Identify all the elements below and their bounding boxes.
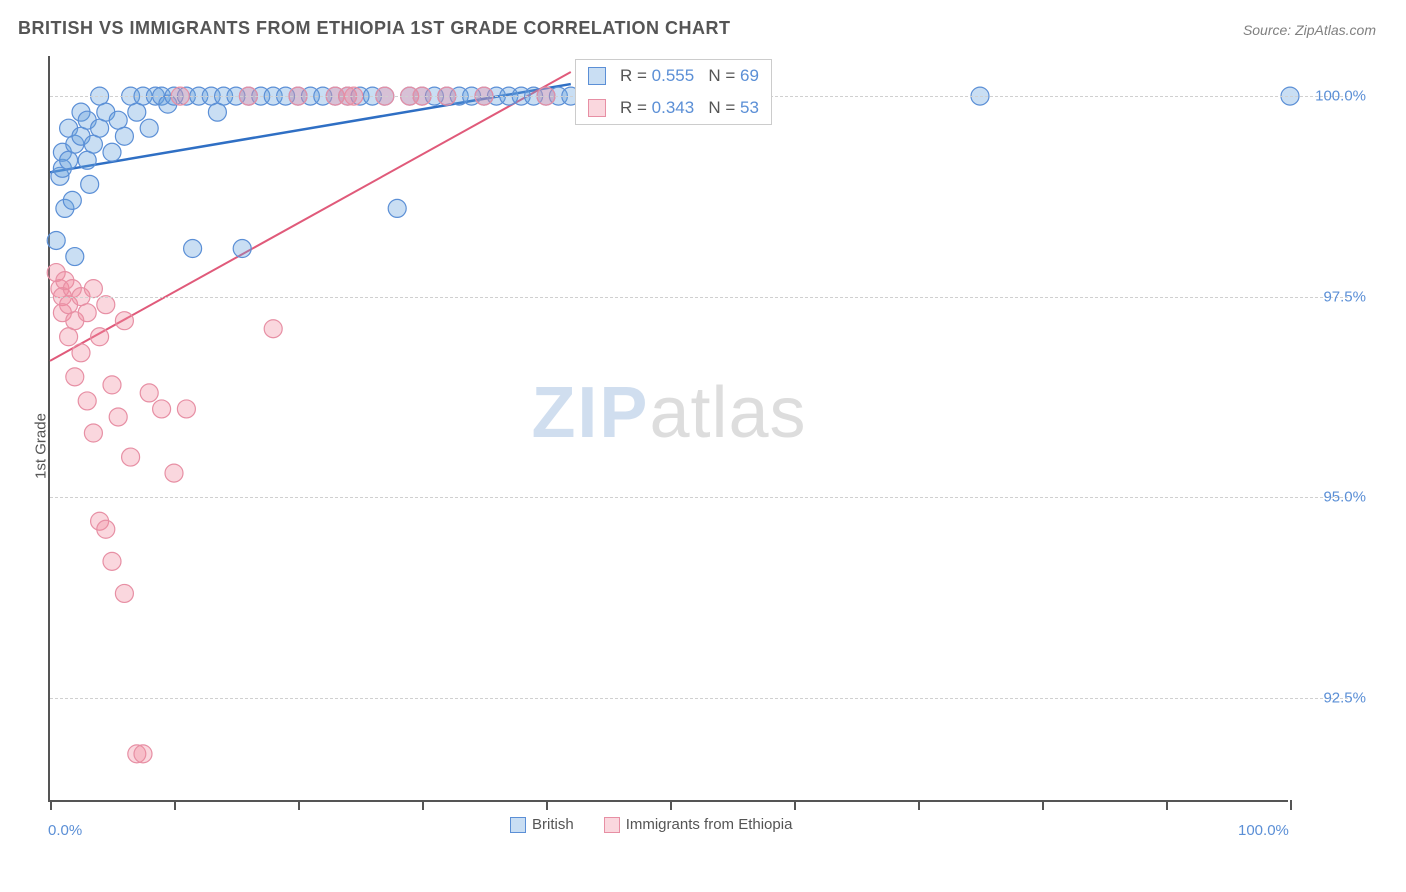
data-point xyxy=(165,464,183,482)
legend-swatch xyxy=(510,817,526,833)
data-point xyxy=(140,384,158,402)
x-axis-min-label: 0.0% xyxy=(48,822,82,839)
source-credit: Source: ZipAtlas.com xyxy=(1243,22,1376,38)
data-point xyxy=(97,520,115,538)
data-point xyxy=(60,328,78,346)
data-point xyxy=(66,248,84,266)
x-tick xyxy=(1042,800,1044,810)
data-point xyxy=(140,119,158,137)
data-point xyxy=(115,584,133,602)
data-point xyxy=(60,151,78,169)
data-point xyxy=(84,280,102,298)
data-point xyxy=(103,552,121,570)
data-point xyxy=(84,424,102,442)
data-point xyxy=(115,312,133,330)
stats-swatch xyxy=(588,67,606,85)
gridline xyxy=(50,297,1348,298)
data-point xyxy=(122,448,140,466)
x-tick xyxy=(174,800,176,810)
y-tick-label: 100.0% xyxy=(1315,88,1366,105)
x-tick xyxy=(670,800,672,810)
data-point xyxy=(103,143,121,161)
data-point xyxy=(134,745,152,763)
x-tick xyxy=(298,800,300,810)
legend: British Immigrants from Ethiopia xyxy=(510,816,792,833)
x-tick xyxy=(794,800,796,810)
data-point xyxy=(109,111,127,129)
data-point xyxy=(78,304,96,322)
data-point xyxy=(109,408,127,426)
legend-item: British xyxy=(510,816,574,833)
stats-box: R = 0.555 N = 69 R = 0.343 N = 53 xyxy=(575,59,772,125)
plot-svg xyxy=(50,56,1290,802)
y-tick-label: 92.5% xyxy=(1323,689,1366,706)
data-point xyxy=(78,392,96,410)
x-tick xyxy=(1290,800,1292,810)
data-point xyxy=(91,119,109,137)
x-axis-max-label: 100.0% xyxy=(1238,822,1289,839)
data-point xyxy=(115,127,133,145)
data-point xyxy=(177,400,195,418)
data-point xyxy=(91,328,109,346)
stats-swatch xyxy=(588,99,606,117)
legend-swatch xyxy=(604,817,620,833)
gridline xyxy=(50,698,1348,699)
legend-label: British xyxy=(532,816,574,833)
y-tick-label: 97.5% xyxy=(1323,288,1366,305)
x-tick xyxy=(422,800,424,810)
data-point xyxy=(184,240,202,258)
data-point xyxy=(388,199,406,217)
gridline xyxy=(50,497,1348,498)
stats-row: R = 0.343 N = 53 xyxy=(576,92,771,124)
x-tick xyxy=(1166,800,1168,810)
data-point xyxy=(208,103,226,121)
y-tick-label: 95.0% xyxy=(1323,489,1366,506)
data-point xyxy=(84,135,102,153)
stats-text: R = 0.343 N = 53 xyxy=(620,98,759,118)
y-axis-label: 1st Grade xyxy=(32,413,49,479)
x-tick xyxy=(546,800,548,810)
stats-text: R = 0.555 N = 69 xyxy=(620,66,759,86)
plot-area: ZIPatlas 100.0%97.5%95.0%92.5%R = 0.555 … xyxy=(48,56,1288,802)
data-point xyxy=(78,151,96,169)
legend-item: Immigrants from Ethiopia xyxy=(604,816,793,833)
data-point xyxy=(103,376,121,394)
data-point xyxy=(72,344,90,362)
data-point xyxy=(63,191,81,209)
data-point xyxy=(153,400,171,418)
data-point xyxy=(128,103,146,121)
chart-title: BRITISH VS IMMIGRANTS FROM ETHIOPIA 1ST … xyxy=(18,18,731,39)
data-point xyxy=(233,240,251,258)
stats-row: R = 0.555 N = 69 xyxy=(576,60,771,92)
data-point xyxy=(81,175,99,193)
data-point xyxy=(97,296,115,314)
x-tick xyxy=(50,800,52,810)
data-point xyxy=(47,231,65,249)
x-tick xyxy=(918,800,920,810)
chart-container: BRITISH VS IMMIGRANTS FROM ETHIOPIA 1ST … xyxy=(0,0,1406,892)
data-point xyxy=(66,368,84,386)
data-point xyxy=(264,320,282,338)
legend-label: Immigrants from Ethiopia xyxy=(626,816,793,833)
